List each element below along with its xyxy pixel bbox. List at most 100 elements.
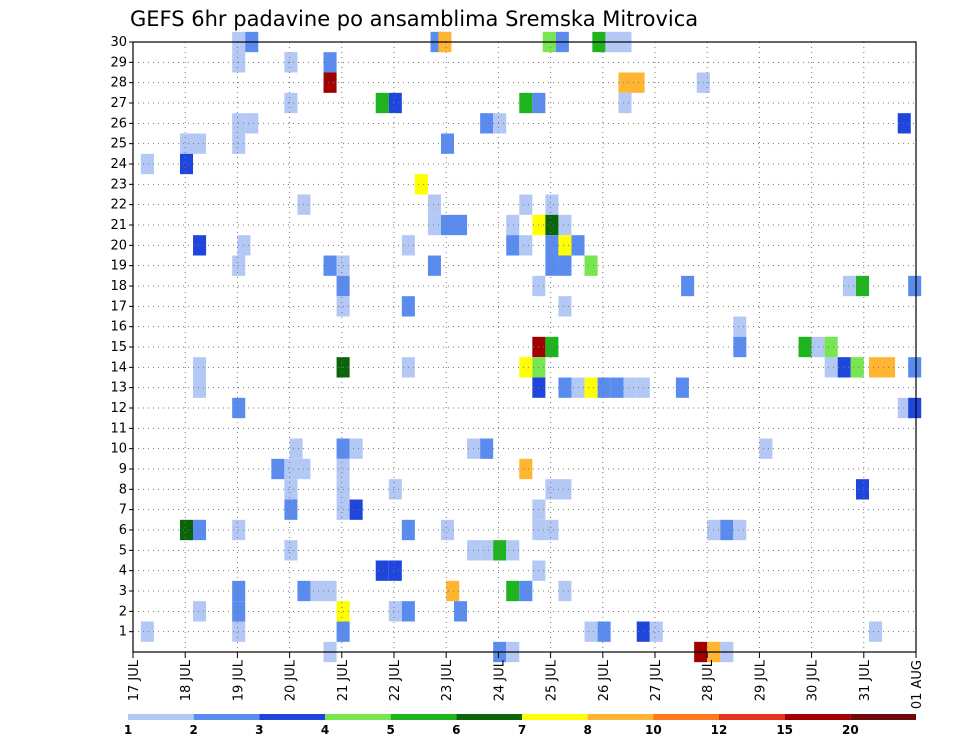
data-cell <box>720 519 734 541</box>
data-cell <box>179 133 194 154</box>
y-tick-label: 10 <box>110 442 127 457</box>
data-cells <box>140 31 922 663</box>
y-tick-label: 26 <box>110 116 127 131</box>
data-cell <box>284 92 298 114</box>
colorbar-legend: 1 2 3 4 5 6 7 8 10 12 15 20 <box>124 714 916 737</box>
data-cell <box>519 194 533 215</box>
data-cell <box>140 621 154 642</box>
data-cell <box>908 397 922 419</box>
data-cell <box>597 621 611 642</box>
data-cell <box>855 479 870 500</box>
y-tick-label: 29 <box>110 55 127 70</box>
colorbar-label: 8 <box>583 723 591 737</box>
colorbar-label: 3 <box>255 723 263 737</box>
data-cell <box>824 336 838 358</box>
data-cell <box>519 235 533 256</box>
y-tick-label: 17 <box>110 299 127 314</box>
data-cell <box>545 336 559 358</box>
data-cell <box>284 52 298 73</box>
data-cell <box>908 357 922 378</box>
y-tick-label: 13 <box>110 381 127 396</box>
data-cell <box>618 72 632 93</box>
colorbar-segment <box>325 714 391 720</box>
colorbar-segment <box>587 714 654 720</box>
y-tick-label: 18 <box>110 279 127 294</box>
data-cell <box>193 235 207 256</box>
data-cell <box>388 92 402 114</box>
data-cell <box>675 377 689 398</box>
x-tick-label: 18 JUL <box>179 659 194 701</box>
colorbar-label: 12 <box>711 723 728 737</box>
colorbar-label: 15 <box>776 723 793 737</box>
data-cell <box>824 357 838 378</box>
data-cell <box>440 133 455 154</box>
data-cell <box>140 153 154 175</box>
colorbar-label: 20 <box>842 723 859 737</box>
data-cell <box>323 255 337 276</box>
data-cell <box>618 92 632 114</box>
y-tick-label: 12 <box>110 401 127 416</box>
chart-title: GEFS 6hr padavine po ansamblima Sremska … <box>130 7 698 31</box>
colorbar-segment <box>850 714 916 720</box>
data-cell <box>545 235 559 256</box>
colorbar-segment <box>784 714 851 720</box>
data-cell <box>493 540 507 561</box>
data-cell <box>480 113 494 134</box>
colorbar-label: 5 <box>386 723 394 737</box>
data-cell <box>545 194 559 215</box>
x-tick-label: 22 JUL <box>388 659 403 701</box>
x-tick-label: 23 JUL <box>440 659 455 701</box>
data-cell <box>649 621 663 642</box>
data-cell <box>519 580 533 602</box>
data-cell <box>842 275 856 297</box>
data-cell <box>733 316 747 337</box>
data-cell <box>733 336 747 358</box>
y-tick-label: 1 <box>119 625 127 640</box>
data-cell <box>480 540 494 561</box>
data-cell <box>759 438 773 459</box>
data-cell <box>284 458 298 480</box>
y-tick-label: 19 <box>110 259 127 274</box>
y-tick-label: 5 <box>119 543 127 558</box>
data-cell <box>733 519 747 541</box>
y-tick-label: 11 <box>110 421 127 436</box>
data-cell <box>610 377 624 398</box>
data-cell <box>193 357 207 378</box>
data-cell <box>506 235 520 256</box>
data-cell <box>388 601 402 622</box>
data-cell <box>323 580 337 602</box>
y-tick-label: 23 <box>110 177 127 192</box>
colorbar-label: 2 <box>189 723 197 737</box>
y-tick-label: 25 <box>110 137 127 152</box>
x-tick-label: 21 JUL <box>336 659 351 701</box>
colorbar-label: 4 <box>321 723 329 737</box>
data-cell <box>289 438 303 459</box>
x-tick-label: 19 JUL <box>231 659 246 701</box>
data-cell <box>545 519 559 541</box>
data-cell <box>414 174 428 195</box>
y-tick-label: 14 <box>110 360 127 375</box>
data-cell <box>558 255 572 276</box>
data-cell <box>506 540 520 561</box>
data-cell <box>506 580 520 602</box>
colorbar-segment <box>259 714 325 720</box>
colorbar-segment <box>456 714 522 720</box>
data-cell <box>193 377 207 398</box>
data-cell <box>855 275 870 297</box>
colorbar-label: 6 <box>452 723 460 737</box>
y-tick-label: 2 <box>119 604 127 619</box>
data-cell <box>323 52 337 73</box>
y-tick-label: 3 <box>119 584 127 599</box>
x-tick-label: 17 JUL <box>127 659 142 701</box>
y-tick-label: 4 <box>119 564 127 579</box>
data-cell <box>310 580 324 602</box>
x-tick-label: 31 JUL <box>858 659 873 701</box>
colorbar-segment <box>522 714 588 720</box>
data-cell <box>519 357 533 378</box>
data-cell <box>271 458 285 480</box>
data-cell <box>388 560 402 581</box>
colorbar-label: 1 <box>124 723 132 737</box>
y-tick-label: 21 <box>110 218 127 233</box>
data-cell <box>454 214 468 236</box>
